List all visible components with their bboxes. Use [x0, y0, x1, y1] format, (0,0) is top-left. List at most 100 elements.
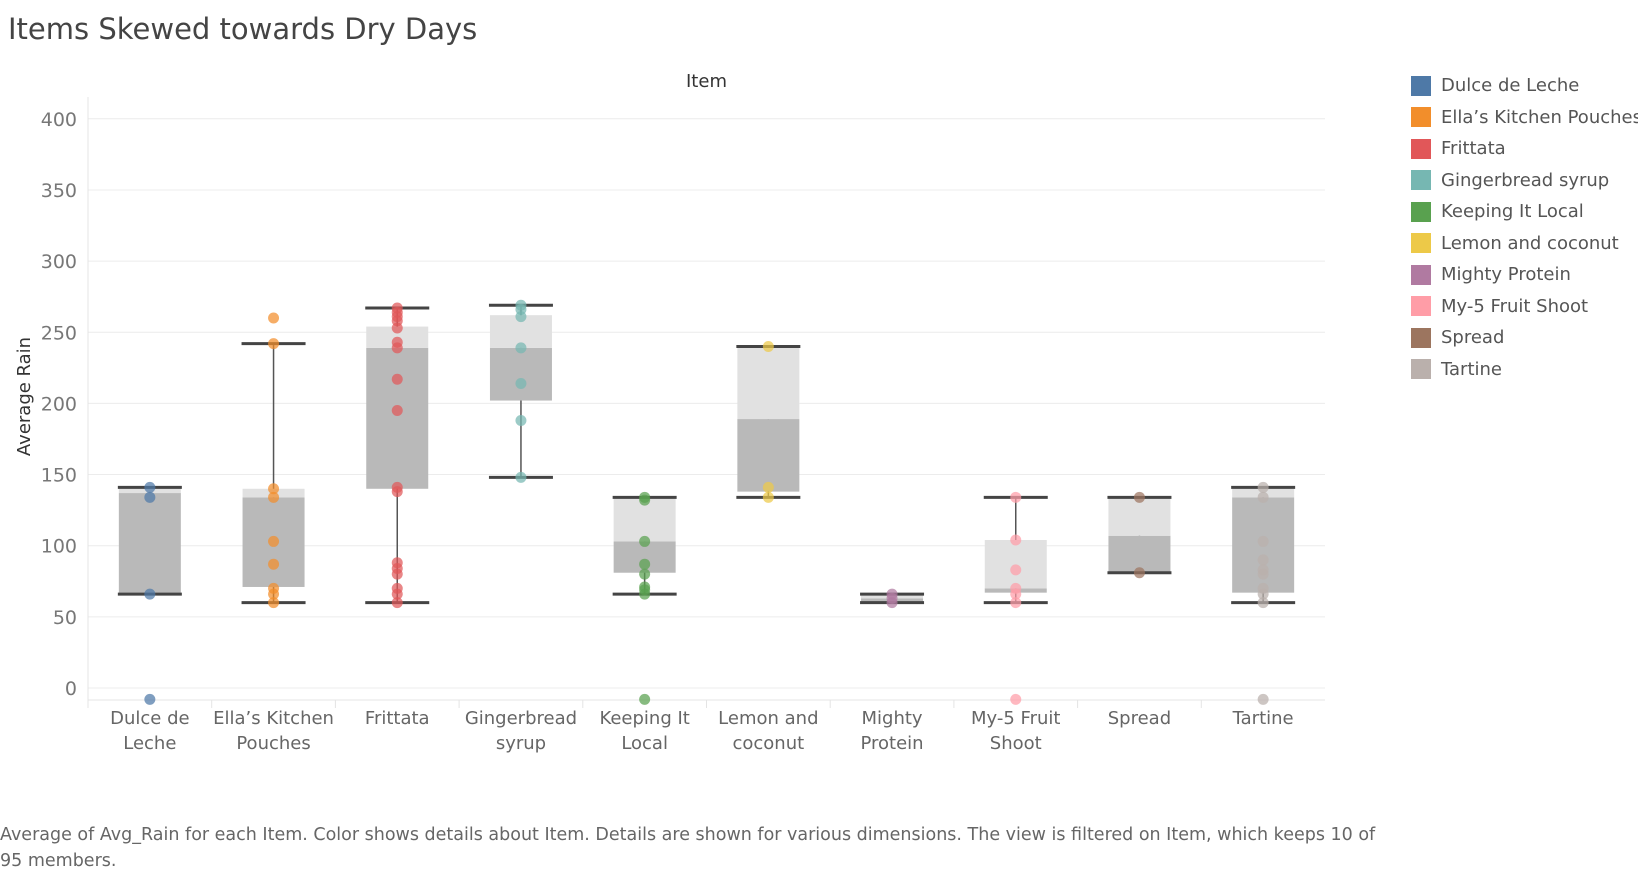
data-point — [1133, 491, 1145, 503]
column-header: Item — [686, 71, 727, 92]
y-tick-label: 200 — [41, 393, 77, 415]
y-tick-label: 50 — [53, 607, 77, 629]
data-point — [639, 693, 651, 705]
data-point — [391, 405, 403, 417]
box-lower — [737, 419, 800, 492]
data-point — [515, 342, 527, 354]
legend-label: Mighty Protein — [1441, 264, 1571, 286]
data-point — [1257, 481, 1269, 493]
category-group: Dulce de Leche — [87, 481, 190, 754]
x-tick-label: Shoot — [990, 733, 1042, 754]
legend-item[interactable]: Mighty Protein — [1411, 259, 1638, 291]
category-group: Lemon and coconut — [706, 340, 819, 754]
data-point — [1010, 588, 1022, 600]
data-point — [1257, 568, 1269, 580]
data-point — [391, 486, 403, 498]
legend-label: Spread — [1441, 327, 1505, 349]
y-tick-label: 100 — [41, 536, 77, 558]
legend-item[interactable]: Gingerbread syrup — [1411, 165, 1638, 197]
category-group: Keeping It Local — [582, 491, 690, 754]
data-point — [268, 558, 280, 570]
data-point — [391, 342, 403, 354]
legend-item[interactable]: Spread — [1411, 322, 1638, 354]
x-tick-label: Leche — [123, 733, 176, 754]
legend-item[interactable]: Dulce de Leche — [1411, 70, 1638, 102]
data-point — [268, 338, 280, 350]
data-point — [515, 377, 527, 389]
data-point — [639, 535, 651, 547]
legend-item[interactable]: Ella’s Kitchen Pouches — [1411, 102, 1638, 134]
data-point — [1257, 693, 1269, 705]
x-tick-label: Dulce de — [110, 708, 189, 729]
data-point — [144, 693, 156, 705]
data-point — [762, 491, 774, 503]
category-group: Spread — [1077, 491, 1172, 729]
legend-label: Dulce de Leche — [1441, 75, 1580, 97]
legend-item[interactable]: Lemon and coconut — [1411, 228, 1638, 260]
data-point — [1257, 554, 1269, 566]
data-point — [391, 373, 403, 385]
box-lower — [1108, 535, 1171, 573]
y-tick-label: 0 — [65, 678, 77, 700]
legend-item[interactable]: My-5 Fruit Shoot — [1411, 291, 1638, 323]
x-tick-label: Gingerbread — [465, 708, 577, 729]
legend-swatch — [1411, 170, 1431, 191]
legend-item[interactable]: Keeping It Local — [1411, 196, 1638, 228]
legend-swatch — [1411, 107, 1431, 128]
legend-swatch — [1411, 201, 1431, 222]
data-point — [144, 481, 156, 493]
legend-item[interactable]: Frittata — [1411, 133, 1638, 165]
data-point — [391, 568, 403, 580]
data-point — [639, 588, 651, 600]
legend-swatch — [1411, 327, 1431, 348]
legend-swatch — [1411, 359, 1431, 380]
legend-label: Ella’s Kitchen Pouches — [1441, 106, 1638, 128]
legend-label: Lemon and coconut — [1441, 232, 1619, 254]
data-point — [1257, 588, 1269, 600]
category-group: My-5 Fruit Shoot — [953, 491, 1060, 754]
data-point — [144, 491, 156, 503]
legend-item[interactable]: Tartine — [1411, 354, 1638, 386]
x-tick-label: syrup — [496, 733, 546, 754]
box-upper — [984, 540, 1047, 589]
x-tick-label: Tartine — [1232, 708, 1294, 729]
x-tick-label: Lemon and — [718, 708, 818, 729]
data-point — [268, 588, 280, 600]
data-point — [1257, 491, 1269, 503]
legend-swatch — [1411, 264, 1431, 285]
data-point — [1133, 567, 1145, 579]
legend-swatch — [1411, 75, 1431, 96]
x-tick-label: Spread — [1108, 708, 1171, 729]
chart-caption: Average of Avg_Rain for each Item. Color… — [0, 825, 1376, 871]
chart-title: Items Skewed towards Dry Days — [8, 12, 478, 46]
y-tick-label: 250 — [41, 322, 77, 344]
box-lower — [118, 493, 181, 595]
data-point — [1010, 491, 1022, 503]
x-tick-label: Ella’s Kitchen — [213, 708, 334, 729]
category-group: Tartine — [1200, 481, 1296, 729]
x-tick-label: Protein — [860, 733, 923, 754]
y-tick-label: 400 — [41, 109, 77, 131]
y-axis-title: Average Rain — [14, 337, 35, 456]
data-point — [1257, 535, 1269, 547]
x-tick-label: coconut — [732, 733, 804, 754]
data-point — [639, 558, 651, 570]
x-tick-label: Pouches — [236, 733, 310, 754]
data-point — [144, 588, 156, 600]
data-point — [515, 311, 527, 323]
box-lower — [489, 347, 552, 401]
data-point — [391, 588, 403, 600]
box-lower — [366, 347, 429, 489]
data-point — [1257, 597, 1269, 609]
data-point — [886, 597, 898, 609]
x-tick-label: Keeping It — [599, 708, 689, 729]
legend-label: Keeping It Local — [1441, 201, 1584, 223]
x-tick-label: Frittata — [365, 708, 430, 729]
legend-label: Tartine — [1441, 358, 1502, 380]
box-upper — [737, 347, 800, 420]
box-plot: 0 50 100 150 200 250 300 350 400 Average Rain Item… — [14, 71, 1325, 754]
y-tick-label: 300 — [41, 251, 77, 273]
legend: Dulce de Leche Ella’s Kitchen Pouches Frit… — [1411, 70, 1638, 385]
data-point — [1010, 564, 1022, 576]
legend-label: My-5 Fruit Shoot — [1441, 295, 1589, 317]
